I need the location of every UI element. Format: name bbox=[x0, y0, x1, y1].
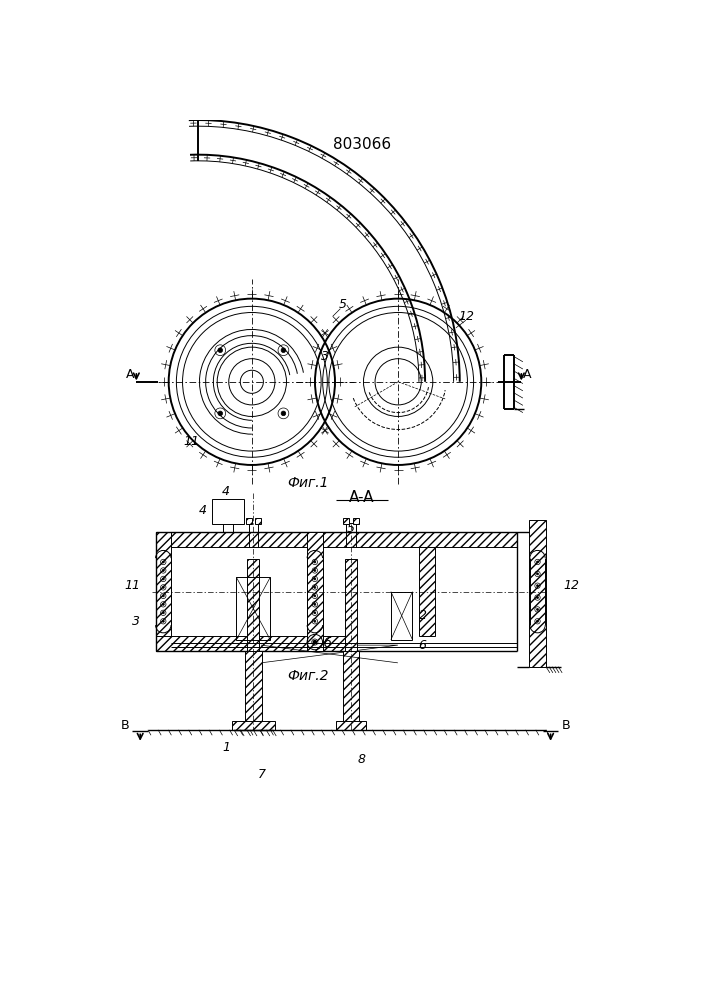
Bar bbox=[156, 532, 171, 651]
Circle shape bbox=[281, 411, 286, 416]
Text: б: б bbox=[324, 637, 332, 650]
Text: 6: 6 bbox=[419, 639, 426, 652]
Bar bbox=[307, 532, 322, 651]
Text: 7: 7 bbox=[258, 768, 266, 781]
Text: 803066: 803066 bbox=[333, 137, 391, 152]
Bar bbox=[343, 651, 359, 721]
Bar bbox=[245, 651, 262, 721]
Circle shape bbox=[314, 578, 316, 580]
Circle shape bbox=[537, 620, 539, 622]
Bar bbox=[344, 518, 349, 524]
Text: 11: 11 bbox=[124, 579, 140, 592]
Circle shape bbox=[537, 561, 539, 563]
Circle shape bbox=[218, 411, 223, 416]
Circle shape bbox=[163, 612, 164, 614]
Circle shape bbox=[314, 586, 316, 588]
Circle shape bbox=[537, 608, 539, 610]
Circle shape bbox=[163, 569, 164, 571]
Bar bbox=[353, 518, 358, 524]
Bar bbox=[232, 721, 275, 730]
Circle shape bbox=[218, 348, 223, 353]
Circle shape bbox=[537, 573, 539, 575]
Circle shape bbox=[163, 578, 164, 580]
Bar bbox=[236, 577, 270, 640]
Circle shape bbox=[163, 603, 164, 605]
Text: 5: 5 bbox=[347, 522, 355, 535]
Bar bbox=[245, 518, 252, 524]
Bar bbox=[336, 721, 366, 730]
Bar bbox=[419, 547, 435, 636]
Text: A: A bbox=[126, 368, 134, 381]
Bar bbox=[247, 559, 259, 667]
Bar bbox=[212, 499, 244, 524]
Text: 12: 12 bbox=[458, 310, 474, 323]
Bar bbox=[255, 518, 261, 524]
Bar bbox=[529, 520, 546, 667]
Circle shape bbox=[163, 561, 164, 563]
Text: 2: 2 bbox=[419, 609, 426, 622]
Circle shape bbox=[314, 603, 316, 605]
Text: A-A: A-A bbox=[349, 490, 375, 505]
Text: 3: 3 bbox=[132, 615, 140, 628]
Text: 8: 8 bbox=[357, 753, 366, 766]
Bar bbox=[156, 636, 355, 651]
Circle shape bbox=[163, 620, 164, 622]
Text: 3: 3 bbox=[321, 350, 329, 363]
Text: 1: 1 bbox=[222, 741, 230, 754]
Text: B: B bbox=[121, 719, 129, 732]
Bar bbox=[345, 559, 357, 667]
Text: 11: 11 bbox=[184, 435, 200, 448]
Circle shape bbox=[314, 561, 316, 563]
Circle shape bbox=[537, 585, 539, 587]
Bar bbox=[391, 592, 412, 640]
Text: Фиг.1: Фиг.1 bbox=[287, 476, 329, 490]
Circle shape bbox=[314, 620, 316, 622]
Text: Фиг.2: Фиг.2 bbox=[287, 669, 329, 683]
Text: A: A bbox=[522, 368, 531, 381]
Text: 4: 4 bbox=[199, 504, 207, 517]
Bar bbox=[156, 532, 518, 547]
Text: 4: 4 bbox=[222, 485, 230, 498]
Circle shape bbox=[313, 641, 316, 644]
Circle shape bbox=[163, 595, 164, 597]
Text: 12: 12 bbox=[563, 579, 579, 592]
Circle shape bbox=[537, 597, 539, 599]
Circle shape bbox=[314, 569, 316, 571]
Circle shape bbox=[163, 586, 164, 588]
Circle shape bbox=[314, 612, 316, 614]
Circle shape bbox=[281, 348, 286, 353]
Circle shape bbox=[314, 595, 316, 597]
Text: B: B bbox=[561, 719, 570, 732]
Text: 5: 5 bbox=[339, 298, 346, 311]
